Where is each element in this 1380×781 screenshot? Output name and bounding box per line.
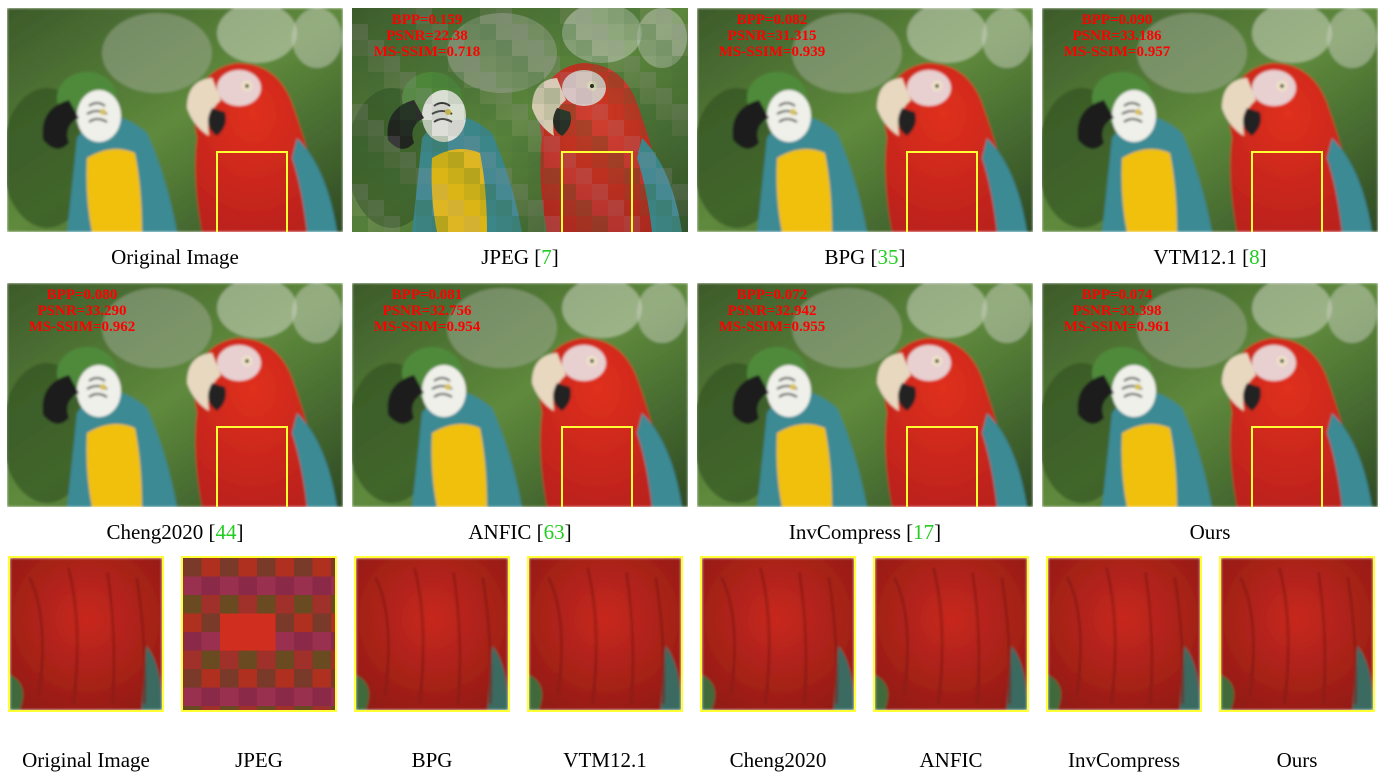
metric-msssim: MS-SSIM=0.939 xyxy=(718,44,826,60)
method-label: ANFIC xyxy=(468,520,532,544)
metrics-overlay: BPP=0.074 PSNR=33.398 MS-SSIM=0.961 xyxy=(1042,287,1192,335)
panel-caption: Cheng2020 [44] xyxy=(106,520,244,544)
panel-caption: InvCompress [17] xyxy=(788,520,942,544)
panel-caption: Ours xyxy=(1042,520,1378,545)
zoom-crop-5 xyxy=(873,556,1029,712)
result-image-6: BPP=0.072 PSNR=32.942 MS-SSIM=0.955 xyxy=(697,283,1033,507)
result-image-2: BPP=0.082 PSNR=31.315 MS-SSIM=0.939 xyxy=(697,8,1033,232)
metric-bpp: BPP=0.159 xyxy=(391,12,463,28)
citation-link[interactable]: 7 xyxy=(541,245,552,269)
crop-caption: Ours xyxy=(1276,748,1318,772)
metric-bpp: BPP=0.072 xyxy=(736,287,808,303)
crop-caption: ANFIC xyxy=(919,748,983,772)
result-image-0 xyxy=(7,8,343,232)
method-label: JPEG xyxy=(481,245,530,269)
crop-caption: InvCompress xyxy=(1068,748,1180,772)
zoom-crop-2 xyxy=(354,556,510,712)
zoom-crop-6 xyxy=(1046,556,1202,712)
method-label: Cheng2020 xyxy=(106,520,204,544)
panel-caption: VTM12.1 [8] xyxy=(1153,245,1267,269)
result-image-4: BPP=0.080 PSNR=33.290 MS-SSIM=0.962 xyxy=(7,283,343,507)
metrics-overlay: BPP=0.159 PSNR=22.38 MS-SSIM=0.718 xyxy=(352,12,502,60)
zoom-crop-1 xyxy=(181,556,337,712)
panel-caption: JPEG [7] xyxy=(481,245,559,269)
result-image-3: BPP=0.090 PSNR=33.186 MS-SSIM=0.957 xyxy=(1042,8,1378,232)
metric-bpp: BPP=0.082 xyxy=(736,12,808,28)
method-label: VTM12.1 xyxy=(1153,245,1237,269)
metrics-overlay: BPP=0.072 PSNR=32.942 MS-SSIM=0.955 xyxy=(697,287,847,335)
citation-link[interactable]: 63 xyxy=(543,520,565,544)
result-image-7: BPP=0.074 PSNR=33.398 MS-SSIM=0.961 xyxy=(1042,283,1378,507)
result-image-5: BPP=0.081 PSNR=32.756 MS-SSIM=0.954 xyxy=(352,283,688,507)
metrics-overlay: BPP=0.080 PSNR=33.290 MS-SSIM=0.962 xyxy=(7,287,157,335)
metric-msssim: MS-SSIM=0.955 xyxy=(718,319,826,335)
citation-link[interactable]: 8 xyxy=(1249,245,1260,269)
metric-psnr: PSNR=31.315 xyxy=(727,28,817,44)
metric-msssim: MS-SSIM=0.961 xyxy=(1063,319,1171,335)
metric-bpp: BPP=0.080 xyxy=(46,287,118,303)
metric-msssim: MS-SSIM=0.954 xyxy=(373,319,481,335)
crop-caption: JPEG xyxy=(235,748,283,772)
citation-link[interactable]: 17 xyxy=(913,520,935,544)
metrics-overlay: BPP=0.081 PSNR=32.756 MS-SSIM=0.954 xyxy=(352,287,502,335)
crop-caption: Original Image xyxy=(22,748,150,772)
panel-caption: BPG [35] xyxy=(824,245,906,269)
citation-link[interactable]: 35 xyxy=(877,245,899,269)
metric-psnr: PSNR=32.756 xyxy=(382,303,472,319)
zoom-crop-0 xyxy=(8,556,164,712)
zoom-crop-4 xyxy=(700,556,856,712)
metric-bpp: BPP=0.090 xyxy=(1081,12,1153,28)
metric-psnr: PSNR=32.942 xyxy=(727,303,817,319)
metrics-overlay: BPP=0.082 PSNR=31.315 MS-SSIM=0.939 xyxy=(697,12,847,60)
result-image-1: BPP=0.159 PSNR=22.38 MS-SSIM=0.718 xyxy=(352,8,688,232)
crop-caption: Cheng2020 xyxy=(729,748,827,772)
metric-msssim: MS-SSIM=0.718 xyxy=(373,44,481,60)
metric-psnr: PSNR=33.186 xyxy=(1072,28,1162,44)
panel-caption: ANFIC [63] xyxy=(468,520,572,544)
metric-bpp: BPP=0.074 xyxy=(1081,287,1153,303)
panel-caption: Original Image xyxy=(7,245,343,270)
metric-msssim: MS-SSIM=0.957 xyxy=(1063,44,1171,60)
metric-psnr: PSNR=22.38 xyxy=(386,28,468,44)
metric-psnr: PSNR=33.290 xyxy=(37,303,127,319)
metric-bpp: BPP=0.081 xyxy=(391,287,463,303)
method-label: Original Image xyxy=(111,245,239,269)
method-label: BPG xyxy=(824,245,866,269)
metrics-overlay: BPP=0.090 PSNR=33.186 MS-SSIM=0.957 xyxy=(1042,12,1192,60)
zoom-crop-7 xyxy=(1219,556,1375,712)
citation-link[interactable]: 44 xyxy=(215,520,237,544)
method-label: Ours xyxy=(1189,520,1231,544)
crop-caption: VTM12.1 xyxy=(563,748,647,772)
metric-msssim: MS-SSIM=0.962 xyxy=(28,319,136,335)
metric-psnr: PSNR=33.398 xyxy=(1072,303,1162,319)
method-label: InvCompress xyxy=(788,520,901,544)
crop-caption: BPG xyxy=(411,748,453,772)
zoom-crop-3 xyxy=(527,556,683,712)
